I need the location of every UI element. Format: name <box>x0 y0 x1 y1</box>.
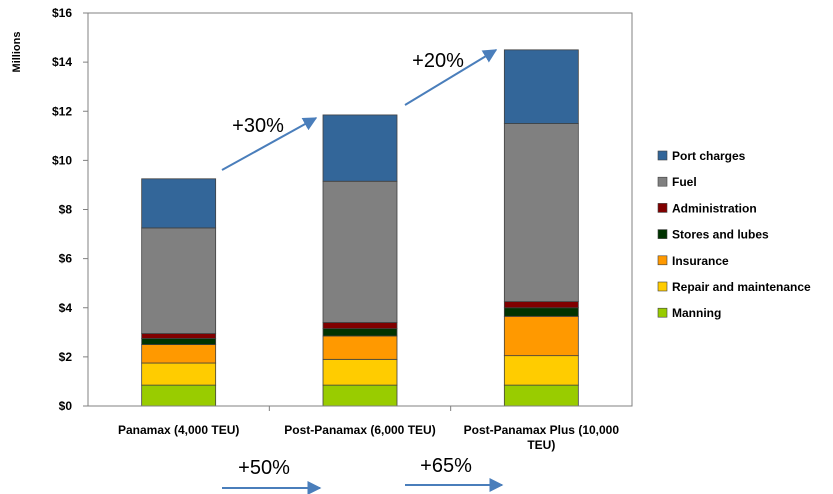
x-tick-label: Post-Panamax Plus (10,000 <box>464 423 620 437</box>
legend-swatch <box>657 176 668 187</box>
bar-segment-repair-and-maintenance <box>141 362 217 386</box>
growth-annotation: +65% <box>420 455 472 477</box>
legend-swatch <box>657 255 668 266</box>
growth-annotation: +30% <box>232 115 284 137</box>
bar-segment-port-charges <box>322 114 398 182</box>
legend-swatch <box>657 229 668 239</box>
bar-segment-manning <box>322 384 398 407</box>
bar-segment-insurance <box>322 335 398 360</box>
legend-label: Port charges <box>672 149 746 163</box>
y-tick-label: $14 <box>52 55 72 69</box>
bar-segment-port-charges <box>503 49 579 124</box>
y-tick-label: $10 <box>52 153 72 167</box>
y-tick-label: $8 <box>59 203 73 217</box>
bar-segment-insurance <box>503 315 579 357</box>
bar-segment-administration <box>141 333 217 339</box>
bar-segment-repair-and-maintenance <box>322 358 398 386</box>
x-tick-label: Post-Panamax (6,000 TEU) <box>284 423 435 437</box>
bar-segment-fuel <box>141 227 217 334</box>
bar-segment-manning <box>141 384 217 407</box>
growth-arrow <box>221 117 318 171</box>
bar-segment-stores-and-lubes <box>503 307 579 317</box>
legend-label: Administration <box>672 201 757 215</box>
y-tick-label: $12 <box>52 104 72 118</box>
y-tick-label: $6 <box>59 252 73 266</box>
legend-swatch <box>657 307 668 318</box>
bar-segment-administration <box>503 301 579 309</box>
bar-segment-repair-and-maintenance <box>503 355 579 386</box>
bar-segment-insurance <box>141 344 217 364</box>
legend-swatch <box>657 150 668 161</box>
y-tick-label: $2 <box>59 350 73 364</box>
legend-label: Stores and lubes <box>672 228 769 242</box>
legend-label: Insurance <box>672 254 729 268</box>
y-tick-label: $0 <box>59 399 73 413</box>
x-tick-label: TEU) <box>527 438 555 452</box>
legend-swatch <box>657 281 668 292</box>
y-tick-label: $4 <box>59 301 73 315</box>
bar-segment-port-charges <box>141 178 217 229</box>
bar-segment-fuel <box>322 180 398 323</box>
growth-arrow <box>404 49 498 106</box>
bar-segment-fuel <box>503 123 579 303</box>
legend-label: Manning <box>672 306 721 320</box>
y-axis-label: Millions <box>11 32 23 73</box>
growth-annotation: +20% <box>412 50 464 72</box>
legend-swatch <box>657 203 668 213</box>
bar-segment-stores-and-lubes <box>322 328 398 337</box>
legend-label: Fuel <box>672 175 697 189</box>
bar-segment-administration <box>322 322 398 330</box>
growth-annotation: +50% <box>238 457 290 479</box>
x-tick-label: Panamax (4,000 TEU) <box>118 423 239 437</box>
legend-label: Repair and maintenance <box>672 280 811 294</box>
bar-segment-stores-and-lubes <box>141 338 217 345</box>
bar-segment-manning <box>503 384 579 407</box>
y-tick-label: $16 <box>52 6 72 20</box>
